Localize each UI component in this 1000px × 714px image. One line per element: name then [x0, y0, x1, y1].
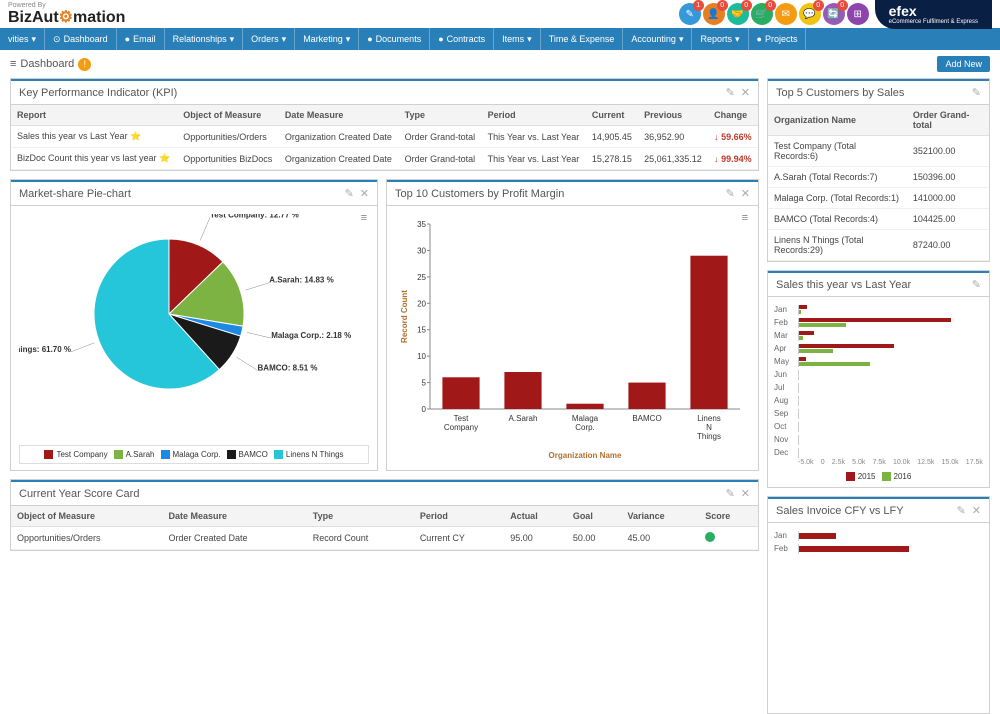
- kpi-panel: Key Performance Indicator (KPI) ✎ ✕ Repor…: [10, 78, 759, 171]
- svg-text:25: 25: [417, 273, 426, 282]
- sales-year-title: Sales this year vs Last Year: [776, 279, 911, 291]
- svg-text:A.Sarah: 14.83 %: A.Sarah: 14.83 %: [269, 276, 333, 285]
- svg-text:Test Company: 12.77 %: Test Company: 12.77 %: [210, 214, 299, 219]
- sales-year-chart: JanFebMarAprMayJunJulAugSepOctNovDec-5.0…: [768, 297, 989, 487]
- chart-menu-icon[interactable]: ≡: [742, 212, 748, 224]
- close-icon[interactable]: ✕: [741, 487, 750, 500]
- navbar: vities▾⊙Dashboard●EmailRelationships▾Ord…: [0, 28, 1000, 50]
- close-icon[interactable]: ✕: [972, 504, 981, 517]
- svg-text:Linens: Linens: [697, 414, 721, 423]
- nav-item[interactable]: ●Contracts: [430, 28, 494, 50]
- top-icon[interactable]: 🛒0: [751, 3, 773, 25]
- svg-text:Things: Things: [697, 432, 721, 441]
- nav-item[interactable]: Time & Expense: [541, 28, 624, 50]
- scorecard-title: Current Year Score Card: [19, 488, 139, 500]
- powered-by: Powered By: [8, 2, 125, 9]
- add-new-button[interactable]: Add New: [937, 56, 990, 72]
- top-icon[interactable]: 👤0: [703, 3, 725, 25]
- svg-text:Linens N Things: 61.70 %: Linens N Things: 61.70 %: [19, 345, 71, 354]
- svg-text:30: 30: [417, 246, 426, 255]
- nav-item[interactable]: Accounting▾: [623, 28, 692, 50]
- pie-chart: Test Company: 12.77 % A.Sarah: 14.83 % Mal…: [19, 214, 369, 414]
- edit-icon[interactable]: ✎: [957, 504, 966, 517]
- svg-text:35: 35: [417, 220, 426, 229]
- close-icon[interactable]: ✕: [741, 187, 750, 200]
- bar-title: Top 10 Customers by Profit Margin: [395, 188, 564, 200]
- pie-legend: Test CompanyA.SarahMalaga Corp.BAMCOLine…: [19, 445, 369, 464]
- pie-panel: Market-share Pie-chart ✎ ✕ ≡ Test Company…: [10, 179, 378, 471]
- svg-text:5: 5: [422, 379, 427, 388]
- top-icons: ✎1👤0🤝0🛒0✉💬0🔄0⊞: [679, 3, 869, 25]
- nav-item[interactable]: vities▾: [0, 28, 45, 50]
- nav-item[interactable]: Marketing▾: [295, 28, 359, 50]
- edit-icon[interactable]: ✎: [726, 487, 735, 500]
- page-title: Dashboard: [20, 58, 74, 70]
- top-icon[interactable]: 🤝0: [727, 3, 749, 25]
- nav-item[interactable]: ⊙Dashboard: [45, 28, 117, 50]
- close-icon[interactable]: ✕: [360, 187, 369, 200]
- top5-panel: Top 5 Customers by Sales ✎ Organization …: [767, 78, 990, 262]
- sales-invoice-title: Sales Invoice CFY vs LFY: [776, 505, 904, 517]
- sales-year-panel: Sales this year vs Last Year ✎ JanFebMar…: [767, 270, 990, 488]
- edit-icon[interactable]: ✎: [972, 86, 981, 99]
- pie-title: Market-share Pie-chart: [19, 188, 131, 200]
- logo: Powered By BizAut⚙mation: [8, 2, 125, 27]
- sales-invoice-panel: Sales Invoice CFY vs LFY ✎ ✕ Jan Feb: [767, 496, 990, 714]
- svg-text:20: 20: [417, 299, 426, 308]
- nav-item[interactable]: Reports▾: [692, 28, 748, 50]
- svg-text:Company: Company: [444, 423, 478, 432]
- edit-icon[interactable]: ✎: [726, 86, 735, 99]
- sales-invoice-chart: Jan Feb: [768, 523, 989, 713]
- bar-chart: 0 5 10 15 20 25 30 35 TestCompany A.Sarah MalagaCo…: [395, 214, 750, 464]
- breadcrumb: ≡ Dashboard ! Add New: [0, 50, 1000, 78]
- chart-menu-icon[interactable]: ≡: [361, 212, 367, 224]
- close-icon[interactable]: ✕: [741, 86, 750, 99]
- top-icon[interactable]: ✎1: [679, 3, 701, 25]
- edit-icon[interactable]: ✎: [345, 187, 354, 200]
- nav-item[interactable]: ●Documents: [359, 28, 430, 50]
- top5-table: Organization NameOrder Grand-totalTest C…: [768, 105, 989, 261]
- edit-icon[interactable]: ✎: [726, 187, 735, 200]
- top-icon[interactable]: ⊞: [847, 3, 869, 25]
- kpi-title: Key Performance Indicator (KPI): [19, 87, 177, 99]
- nav-item[interactable]: Orders▾: [243, 28, 295, 50]
- top5-title: Top 5 Customers by Sales: [776, 87, 904, 99]
- scorecard-table: Object of MeasureDate MeasureTypePeriodA…: [11, 506, 758, 550]
- nav-item[interactable]: ●Projects: [749, 28, 807, 50]
- nav-item[interactable]: Items▾: [494, 28, 541, 50]
- gear-icon: ⚙: [59, 9, 73, 26]
- bar-panel: Top 10 Customers by Profit Margin ✎ ✕ ≡ 0…: [386, 179, 759, 471]
- efex-badge: efex eCommerce Fulfilment & Express: [875, 0, 992, 29]
- kpi-table: ReportObject of MeasureDate MeasureTypeP…: [11, 105, 758, 170]
- topbar: Powered By BizAut⚙mation ✎1👤0🤝0🛒0✉💬0🔄0⊞ …: [0, 0, 1000, 28]
- svg-text:BAMCO: BAMCO: [632, 414, 661, 423]
- svg-text:N: N: [706, 423, 712, 432]
- svg-text:Test: Test: [454, 414, 469, 423]
- info-icon[interactable]: !: [78, 58, 91, 71]
- svg-text:BAMCO: 8.51 %: BAMCO: 8.51 %: [258, 363, 318, 372]
- top-icon[interactable]: 🔄0: [823, 3, 845, 25]
- svg-text:A.Sarah: A.Sarah: [509, 414, 538, 423]
- edit-icon[interactable]: ✎: [972, 278, 981, 291]
- svg-text:0: 0: [422, 405, 427, 414]
- scorecard-panel: Current Year Score Card ✎ ✕ Object of Mea…: [10, 479, 759, 551]
- svg-text:Record Count: Record Count: [400, 290, 409, 343]
- svg-text:Malaga Corp.: 2.18 %: Malaga Corp.: 2.18 %: [271, 331, 351, 340]
- svg-text:Organization Name: Organization Name: [549, 451, 622, 460]
- svg-text:Corp.: Corp.: [575, 423, 595, 432]
- svg-text:Malaga: Malaga: [572, 414, 599, 423]
- top-icon[interactable]: ✉: [775, 3, 797, 25]
- menu-icon[interactable]: ≡: [10, 58, 16, 70]
- top-icon[interactable]: 💬0: [799, 3, 821, 25]
- svg-text:10: 10: [417, 352, 426, 361]
- nav-item[interactable]: Relationships▾: [165, 28, 244, 50]
- nav-item[interactable]: ●Email: [117, 28, 165, 50]
- svg-text:15: 15: [417, 326, 426, 335]
